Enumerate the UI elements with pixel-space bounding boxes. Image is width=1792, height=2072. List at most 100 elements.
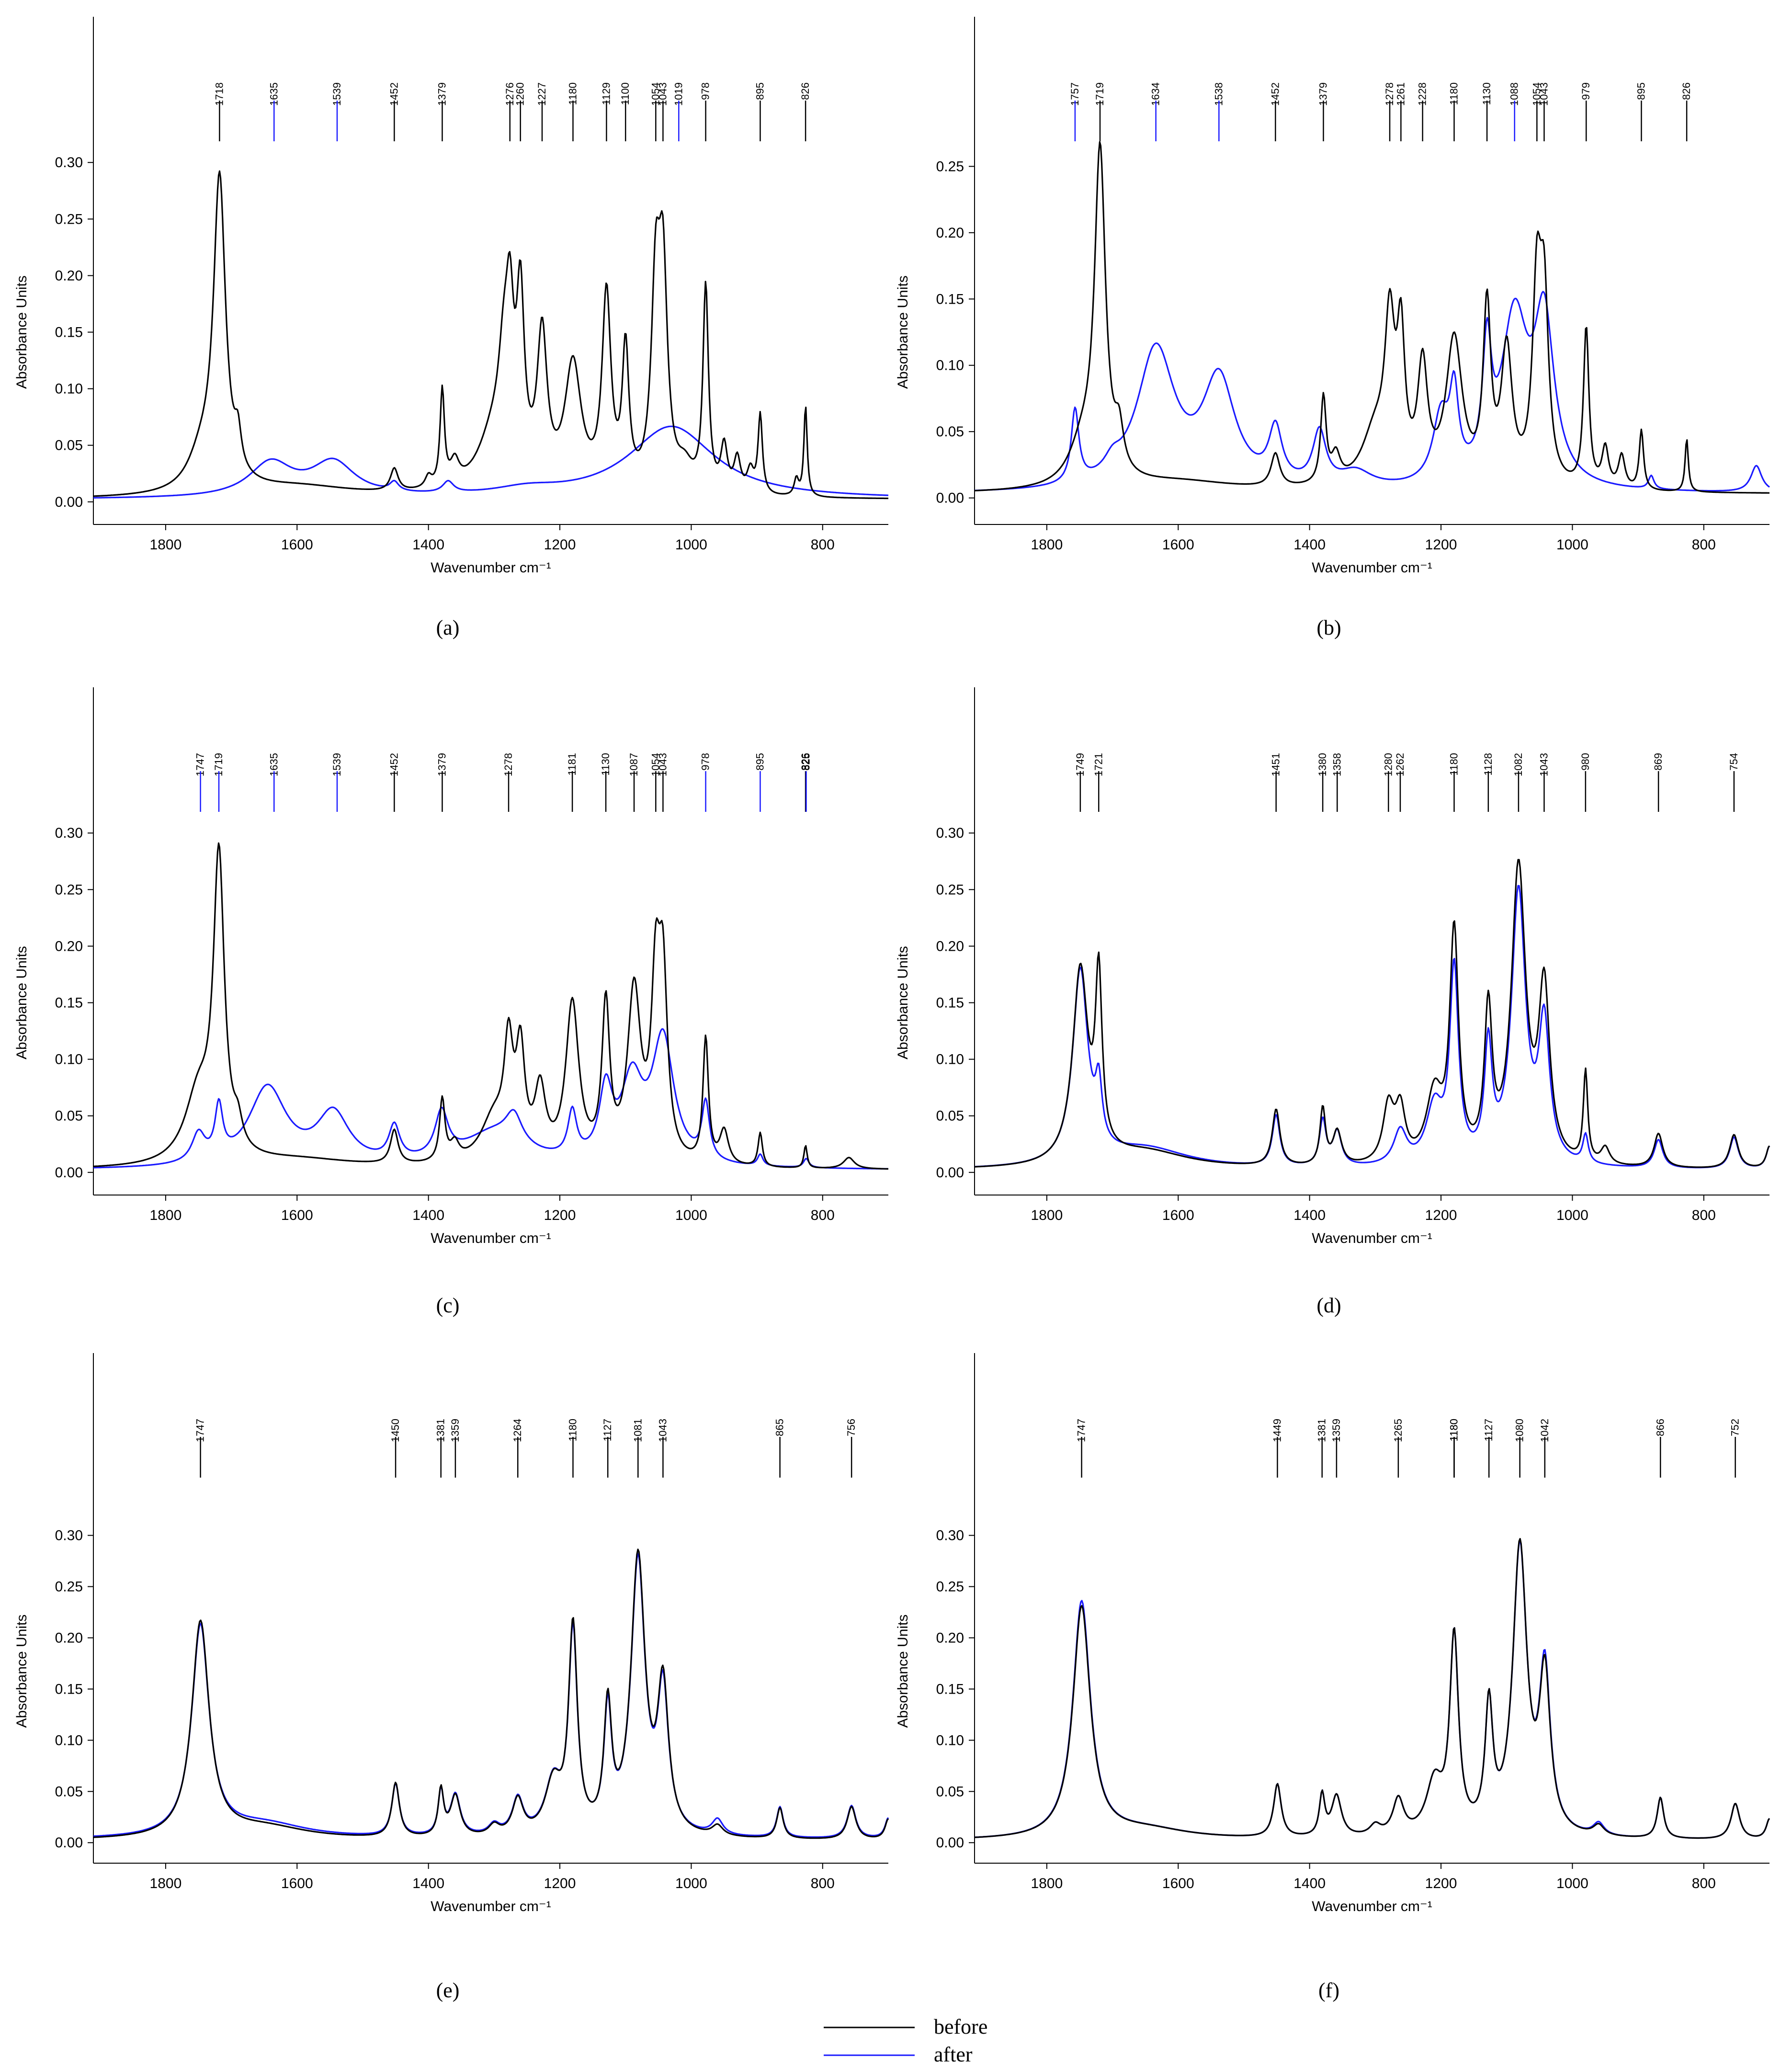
- panel-e-ytick-label: 0.20: [55, 1630, 83, 1646]
- panel-a-ytick-label: 0.30: [55, 155, 83, 171]
- panel-d: 0.00 0.05 0.10 0.15 0.20 0.25 0.30 1800 1600 1400…: [895, 687, 1770, 1317]
- panel-a-ytick-label: 0.15: [55, 325, 83, 341]
- panel-a-xtick-label: 1400: [412, 537, 444, 553]
- panel-a-ytick-label: 0.25: [55, 211, 83, 227]
- panel-b-y-axis-title: Absorbance Units: [895, 275, 911, 389]
- panel-a-peak-label: 826: [799, 82, 811, 100]
- panel-c-ytick-label: 0.00: [55, 1165, 83, 1181]
- panel-b-x-axis-title: Wavenumber cm⁻¹: [1312, 560, 1432, 576]
- panel-a-xtick-label: 1000: [675, 537, 707, 553]
- panel-e-caption: (e): [436, 1979, 460, 2002]
- panel-e-xtick-label: 1400: [412, 1876, 444, 1891]
- panel-c-ytick-label: 0.15: [55, 995, 83, 1011]
- legend: before after: [824, 2015, 987, 2066]
- panel-a-ytick-label: 0.10: [55, 381, 83, 397]
- panel-c-peak-label: 978: [700, 753, 712, 771]
- panel-c-x-axis-title: Wavenumber cm⁻¹: [431, 1230, 551, 1246]
- panel-c-ytick-label: 0.20: [55, 938, 83, 954]
- panel-a-caption: (a): [436, 616, 460, 639]
- panel-f: 0.00 0.05 0.10 0.15 0.20 0.25 0.30 1800 1600 1400…: [895, 1353, 1770, 2002]
- panel-c-peak-label: 826: [799, 753, 811, 771]
- panel-a-series-before: [93, 170, 888, 500]
- panel-e-ytick-label: 0.05: [55, 1784, 83, 1799]
- panel-f-x-axis-title: Wavenumber cm⁻¹: [1312, 1899, 1432, 1914]
- panel-d-ytick-label: 0.25: [936, 882, 964, 898]
- panel-e: 0.00 0.05 0.10 0.15 0.20 0.25 0.30 1800 1600 1400…: [14, 1353, 889, 2002]
- panel-d-xtick-label: 1200: [1425, 1207, 1457, 1223]
- panel-f-ytick-label: 0.25: [936, 1579, 964, 1595]
- panel-e-ytick-label: 0.30: [55, 1528, 83, 1544]
- panel-b-peak-label: 979: [1580, 82, 1592, 100]
- panel-b-xtick-label: 1600: [1162, 537, 1194, 553]
- panel-f-peak-label: 752: [1729, 1419, 1741, 1436]
- panel-a-x-axis-title: Wavenumber cm⁻¹: [431, 560, 551, 576]
- panel-d-y-axis-title: Absorbance Units: [895, 946, 911, 1059]
- panel-e-ytick-label: 0.00: [55, 1835, 83, 1851]
- panel-f-series-before: [974, 1538, 1770, 1839]
- panel-d-xtick-label: 1600: [1162, 1207, 1194, 1223]
- panel-c-ytick-label: 0.10: [55, 1052, 83, 1068]
- panel-a-xtick-label: 1800: [150, 537, 182, 553]
- panel-b-xtick-label: 800: [1692, 537, 1716, 553]
- panel-d-ytick-label: 0.10: [936, 1052, 964, 1068]
- panel-f-ytick-label: 0.05: [936, 1784, 964, 1799]
- panel-c-caption: (c): [436, 1294, 460, 1317]
- panel-b-caption: (b): [1316, 616, 1341, 639]
- panel-c-xtick-label: 800: [811, 1207, 835, 1223]
- panel-a-peak-label: 978: [700, 82, 712, 100]
- panel-a-ytick-label: 0.00: [55, 494, 83, 510]
- panel-b-ytick-label: 0.15: [936, 291, 964, 307]
- panel-d-series-before: [974, 859, 1770, 1168]
- panel-d-xtick-label: 1400: [1293, 1207, 1326, 1223]
- panel-e-xtick-label: 1800: [150, 1876, 182, 1891]
- panel-f-caption: (f): [1318, 1979, 1339, 2002]
- panel-b-ytick-label: 0.00: [936, 490, 964, 506]
- panel-c: 0.00 0.05 0.10 0.15 0.20 0.25 0.30 1800 1600 1400…: [14, 687, 889, 1317]
- panel-f-xtick-label: 1600: [1162, 1876, 1194, 1891]
- panel-e-peak-label: 865: [774, 1419, 786, 1436]
- panel-c-xtick-label: 1600: [281, 1207, 313, 1223]
- panel-a-xtick-label: 1200: [544, 537, 576, 553]
- panel-b-ytick-label: 0.20: [936, 225, 964, 241]
- panel-f-xtick-label: 1000: [1556, 1876, 1588, 1891]
- panel-c-y-axis-title: Absorbance Units: [14, 946, 30, 1059]
- panel-d-ytick-label: 0.30: [936, 825, 964, 841]
- panel-d-ytick-label: 0.20: [936, 938, 964, 954]
- panel-b-xtick-label: 1200: [1425, 537, 1457, 553]
- panel-a-peak-label: 895: [754, 82, 766, 100]
- panel-b-xtick-label: 1000: [1556, 537, 1588, 553]
- panel-f-ytick-label: 0.10: [936, 1732, 964, 1748]
- panel-c-xtick-label: 1200: [544, 1207, 576, 1223]
- panel-a: 0.00 0.05 0.10 0.15 0.20 0.25 0.30 1800 1600 1400…: [14, 17, 889, 639]
- panel-b-series-after: [975, 291, 1770, 492]
- panel-e-xtick-label: 1200: [544, 1876, 576, 1891]
- panel-c-peak-label: 825: [800, 753, 812, 771]
- panel-e-x-axis-title: Wavenumber cm⁻¹: [431, 1899, 551, 1914]
- panel-d-ytick-label: 0.15: [936, 995, 964, 1011]
- panel-d-peak-label: 869: [1652, 753, 1664, 771]
- panel-c-series-after: [93, 1028, 888, 1170]
- panel-a-ytick-label: 0.05: [55, 438, 83, 454]
- panel-b: 0.00 0.05 0.10 0.15 0.20 0.25 1800 1600 1400 1200…: [895, 17, 1770, 639]
- panel-d-ytick-label: 0.00: [936, 1165, 964, 1181]
- panel-c-xtick-label: 1400: [412, 1207, 444, 1223]
- panel-e-ytick-label: 0.10: [55, 1732, 83, 1748]
- panel-b-ytick-label: 0.05: [936, 424, 964, 440]
- panel-f-xtick-label: 1800: [1031, 1876, 1063, 1891]
- panel-a-xtick-label: 1600: [281, 537, 313, 553]
- panel-d-xtick-label: 1800: [1031, 1207, 1063, 1223]
- panel-f-peak-label: 866: [1654, 1419, 1666, 1436]
- panel-f-ytick-label: 0.15: [936, 1681, 964, 1697]
- panel-d-xtick-label: 1000: [1556, 1207, 1588, 1223]
- panel-f-ytick-label: 0.20: [936, 1630, 964, 1646]
- panel-b-ytick-label: 0.25: [936, 159, 964, 174]
- panel-e-ytick-label: 0.15: [55, 1681, 83, 1697]
- panel-c-xtick-label: 1000: [675, 1207, 707, 1223]
- panel-b-peak-label: 826: [1680, 82, 1692, 100]
- panel-d-peak-label: 754: [1728, 753, 1740, 771]
- panel-e-y-axis-title: Absorbance Units: [14, 1615, 30, 1728]
- panel-e-ytick-label: 0.25: [55, 1579, 83, 1595]
- panel-c-ytick-label: 0.05: [55, 1108, 83, 1124]
